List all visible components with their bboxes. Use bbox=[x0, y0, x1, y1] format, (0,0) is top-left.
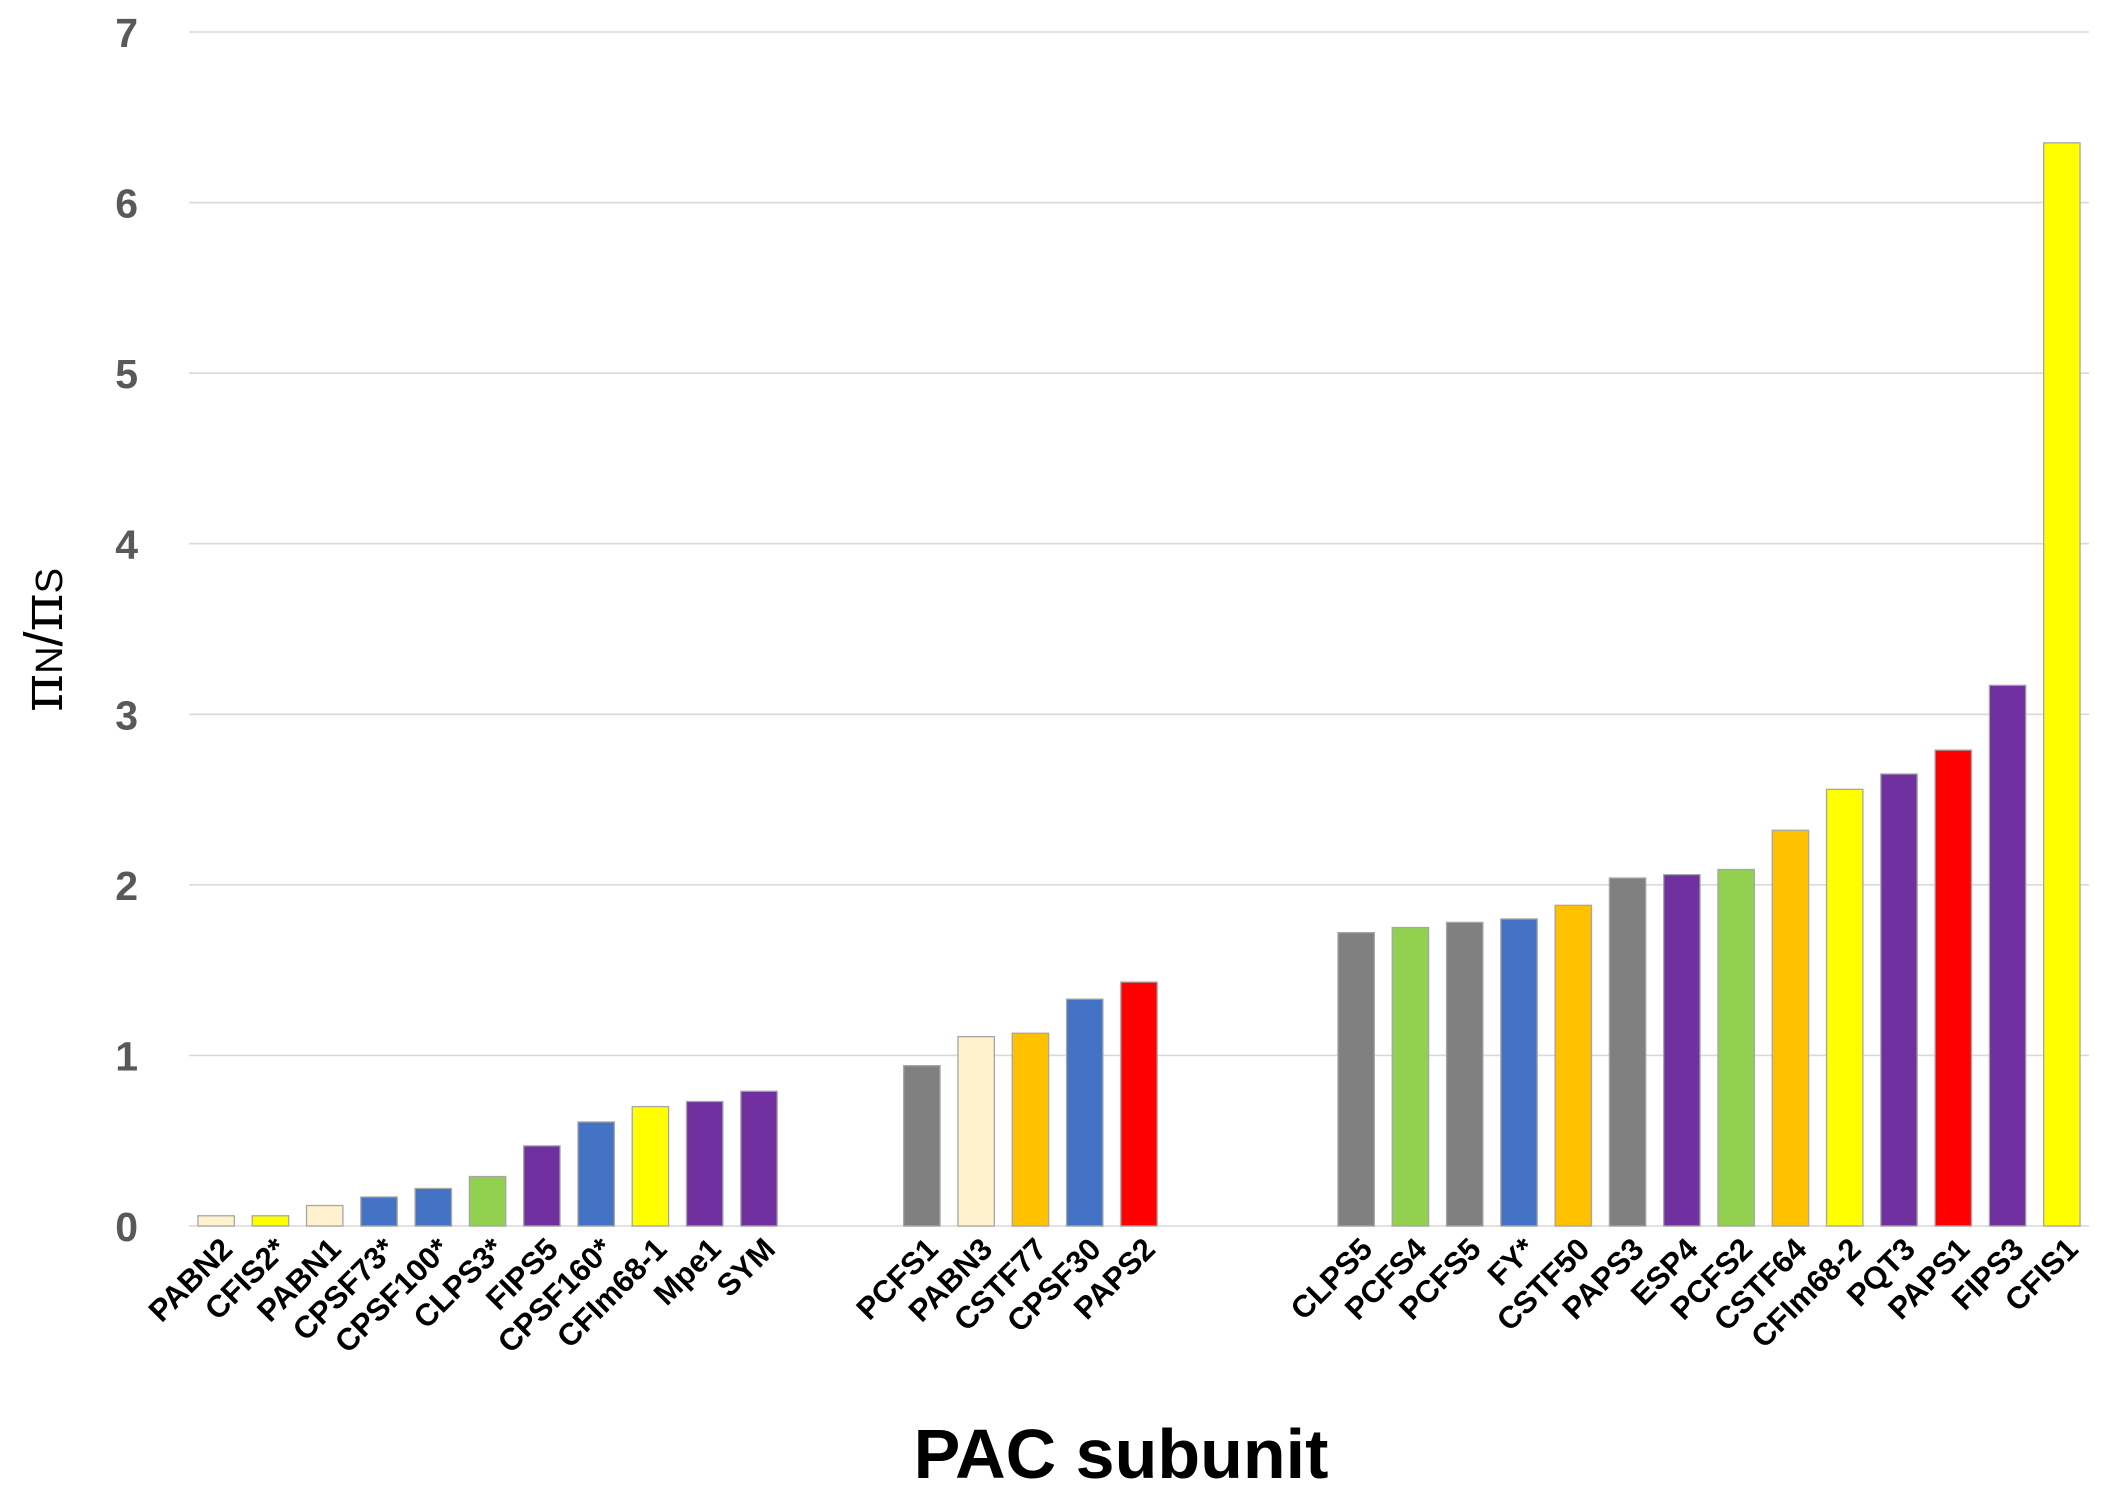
bar bbox=[197, 1215, 235, 1227]
x-axis-label: PAC subunit bbox=[914, 1415, 1329, 1492]
y-tick-label: 2 bbox=[115, 863, 138, 909]
bar bbox=[1391, 926, 1430, 1227]
bar bbox=[1663, 873, 1701, 1227]
bar bbox=[1011, 1032, 1050, 1227]
bars bbox=[197, 142, 2081, 1227]
bar bbox=[1337, 931, 1375, 1227]
bar bbox=[1608, 877, 1647, 1227]
bar bbox=[1825, 788, 1864, 1227]
y-tick-label: 6 bbox=[115, 181, 138, 227]
category-label: SYM bbox=[710, 1231, 782, 1303]
y-axis-label: πN/πS bbox=[8, 568, 76, 712]
y-tick-label: 0 bbox=[115, 1204, 138, 1250]
y-tick-label: 3 bbox=[115, 692, 138, 738]
x-axis-category-labels: PABN2CFIS2*PABN1CPSF73*CPSF100*CLPS3*FIP… bbox=[142, 1231, 2085, 1360]
bar bbox=[685, 1100, 724, 1227]
bar bbox=[1500, 918, 1538, 1227]
bar bbox=[903, 1065, 941, 1227]
y-axis-ticks: 0 1 2 3 4 5 6 7 bbox=[115, 10, 138, 1250]
gridlines bbox=[189, 31, 2089, 1227]
bar bbox=[2043, 142, 2081, 1227]
y-tick-label: 1 bbox=[115, 1033, 138, 1079]
bar bbox=[360, 1196, 398, 1227]
bar bbox=[740, 1090, 778, 1227]
bar bbox=[631, 1105, 670, 1227]
bar bbox=[1771, 829, 1810, 1227]
bar bbox=[468, 1175, 507, 1227]
bar bbox=[414, 1187, 453, 1227]
bar bbox=[1065, 998, 1104, 1227]
bar bbox=[1988, 684, 2027, 1227]
y-tick-label: 5 bbox=[115, 351, 138, 397]
y-tick-label: 7 bbox=[115, 10, 138, 56]
bar bbox=[523, 1145, 561, 1227]
bar bbox=[1120, 981, 1158, 1227]
bar bbox=[577, 1121, 615, 1227]
bar bbox=[1934, 749, 1973, 1227]
bar bbox=[957, 1036, 995, 1227]
bar bbox=[251, 1215, 290, 1227]
bar bbox=[1880, 773, 1918, 1227]
bar bbox=[305, 1204, 344, 1227]
y-tick-label: 4 bbox=[115, 522, 138, 568]
bar bbox=[1717, 868, 1755, 1227]
bar bbox=[1554, 904, 1593, 1227]
bar bbox=[1445, 921, 1484, 1227]
